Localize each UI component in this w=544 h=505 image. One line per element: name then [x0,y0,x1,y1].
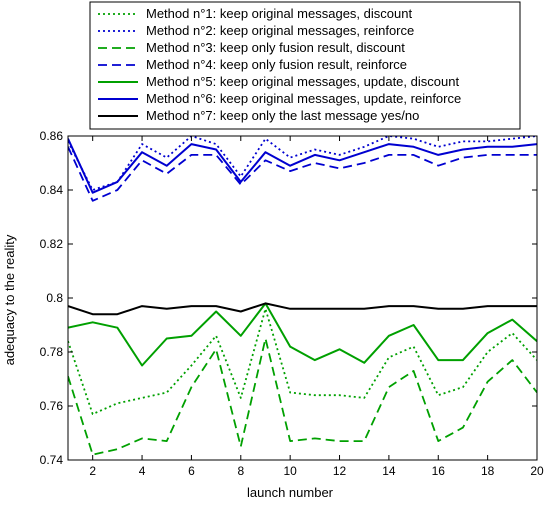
x-tick-label: 12 [333,464,347,478]
x-tick-label: 18 [481,464,495,478]
x-axis-label: launch number [247,485,334,500]
y-tick-label: 0.78 [40,345,64,359]
x-tick-label: 8 [237,464,244,478]
legend-label-method-2: Method n°2: keep original messages, rein… [146,23,414,38]
y-tick-label: 0.76 [40,399,64,413]
y-tick-label: 0.82 [40,237,64,251]
series-line-method-4 [68,146,537,202]
series-line-method-5 [68,302,537,367]
x-tick-label: 10 [283,464,297,478]
plot-area [68,136,537,456]
x-tick-label: 4 [139,464,146,478]
plot-frame [67,135,538,461]
legend-label-method-7: Method n°7: keep only the last message y… [146,108,419,123]
legend-label-method-1: Method n°1: keep original messages, disc… [146,6,412,21]
axes: 2 4 6 8 10 12 14 16 18 20 0.74 0.76 0.78 0.8 0.82 0.84 0… [40,129,544,478]
y-tick-label: 0.86 [40,129,64,143]
x-tick-label: 14 [382,464,396,478]
series-line-method-3 [68,337,537,456]
y-axis-label: adequacy to the reality [2,234,17,365]
legend: Method n°1: keep original messages, disc… [89,1,521,130]
series-line-method-2 [68,136,537,191]
y-tick-label: 0.84 [40,183,64,197]
x-tick-label: 20 [530,464,544,478]
y-tick-label: 0.8 [46,291,63,305]
series-line-method-7 [68,302,537,316]
series-line-method-6 [68,138,537,194]
y-tick-label: 0.74 [40,453,64,467]
series-line-method-1 [68,307,537,416]
x-tick-label: 2 [89,464,96,478]
x-tick-label: 6 [188,464,195,478]
legend-box [89,1,521,130]
legend-label-method-4: Method n°4: keep only fusion result, rei… [146,57,407,72]
legend-label-method-3: Method n°3: keep only fusion result, dis… [146,40,405,55]
legend-label-method-5: Method n°5: keep original messages, upda… [146,74,459,89]
legend-label-method-6: Method n°6: keep original messages, upda… [146,91,461,106]
x-tick-label: 16 [432,464,446,478]
